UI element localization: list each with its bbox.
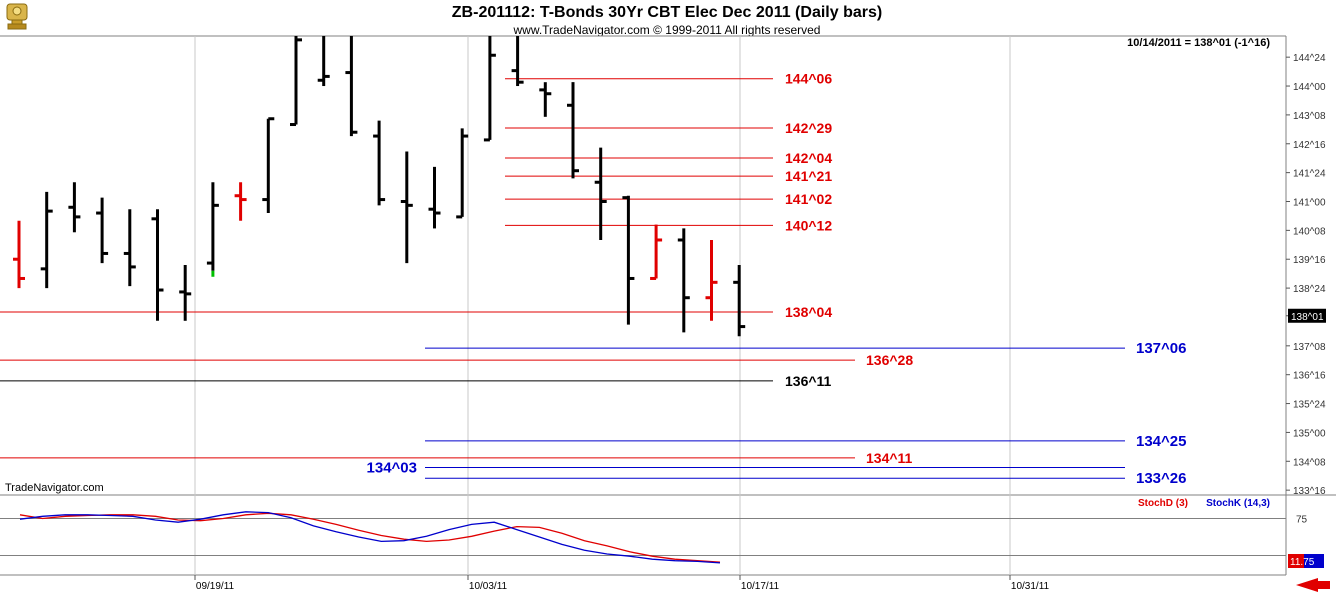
date-tick-label: 10/03/11 — [469, 581, 508, 592]
ohlc-bar — [373, 120, 386, 206]
price-bars — [13, 36, 746, 337]
current-price-box — [1288, 308, 1326, 323]
stoch-legend-label: StochK (14,3) — [1206, 498, 1270, 509]
date-tick-label: 10/31/11 — [1011, 581, 1050, 592]
price-tick-label: 137^08 — [1293, 342, 1326, 353]
scroll-right-arrow[interactable] — [1292, 577, 1332, 593]
price-tick-label: 143^08 — [1293, 111, 1326, 122]
ohlc-bar — [123, 209, 136, 287]
ohlc-bar — [400, 151, 413, 264]
price-tick-label: 136^16 — [1293, 371, 1326, 382]
last-quote: 10/14/2011 = 138^01 (-1^16) — [1127, 37, 1270, 49]
ohlc-bar — [206, 182, 219, 271]
ohlc-bar — [733, 265, 746, 337]
ohlc-bar — [317, 36, 330, 87]
level-label: 138^04 — [785, 304, 832, 320]
price-tick-label: 139^16 — [1293, 255, 1326, 266]
ohlc-bar — [705, 239, 718, 321]
chart-title: ZB-201112: T-Bonds 30Yr CBT Elec Dec 201… — [452, 4, 882, 21]
ohlc-bar — [539, 82, 552, 117]
ohlc-bar — [68, 182, 81, 233]
price-tick-label: 141^00 — [1293, 197, 1326, 208]
ohlc-bar — [151, 209, 164, 321]
ohlc-bar — [262, 117, 275, 214]
current-price-label: 138^01 — [1291, 312, 1324, 323]
price-tick-label: 138^24 — [1293, 284, 1326, 295]
ohlc-bar — [594, 147, 607, 240]
price-tick-label: 133^16 — [1293, 486, 1326, 497]
stoch-current-label: 11.75 — [1290, 557, 1315, 568]
ohlc-bar — [96, 197, 109, 264]
stoch-line — [19, 512, 721, 563]
price-axis: 144^24 144^00 143^08 142^16 141^24 141^00 140^… — [1286, 53, 1326, 497]
trophy-icon — [6, 3, 28, 30]
ohlc-bar — [650, 224, 663, 280]
ohlc-bar — [40, 191, 53, 289]
stoch-value-box — [1288, 554, 1304, 568]
ohlc-bar — [13, 220, 25, 289]
level-label: 134^11 — [866, 450, 913, 466]
level-label: 137^06 — [1136, 340, 1186, 357]
stochastic-panel: 75 StochD (3) StochK (14,3) 11.75 — [0, 498, 1324, 568]
level-label: 136^28 — [866, 352, 913, 368]
level-label: 141^21 — [785, 168, 832, 184]
stoch-line — [19, 511, 721, 564]
ohlc-bar — [622, 195, 635, 325]
price-tick-label: 144^00 — [1293, 82, 1326, 93]
ohlc-bar — [483, 36, 496, 142]
ohlc-bar — [290, 36, 302, 127]
level-label: 136^11 — [785, 373, 832, 389]
level-label: 142^29 — [785, 120, 832, 136]
price-tick-label: 144^24 — [1293, 53, 1326, 64]
ohlc-bar — [179, 265, 192, 321]
price-tick-label: 134^08 — [1293, 457, 1326, 468]
price-tick-label: 135^24 — [1293, 400, 1326, 411]
level-label: 134^03 — [367, 459, 417, 476]
price-tick-label: 142^16 — [1293, 140, 1326, 151]
price-tick-label: 135^00 — [1293, 428, 1326, 439]
ohlc-bar — [456, 128, 469, 219]
watermark: TradeNavigator.com — [5, 482, 104, 494]
stoch-tick-label: 75 — [1296, 515, 1308, 526]
level-lines: 144^06 142^29 142^04 141^21 141^02 140^12 138^… — [0, 71, 1186, 487]
ohlc-bar — [234, 182, 247, 221]
level-label: 140^12 — [785, 217, 832, 233]
level-label: 141^02 — [785, 191, 832, 207]
level-label: 133^26 — [1136, 470, 1186, 487]
ohlc-bar — [345, 36, 358, 137]
ohlc-bar — [428, 166, 441, 229]
price-tick-label: 141^24 — [1293, 169, 1326, 180]
date-axis: 09/19/11 10/03/11 10/17/11 10/31/11 — [194, 575, 1050, 592]
price-tick-label: 140^08 — [1293, 226, 1326, 237]
date-tick-label: 10/17/11 — [741, 581, 780, 592]
date-tick-label: 09/19/11 — [196, 581, 235, 592]
ohlc-bar — [511, 36, 524, 87]
stoch-legend-label: StochD (3) — [1138, 498, 1188, 509]
level-label: 134^25 — [1136, 433, 1186, 450]
copyright-text: www.TradeNavigator.com © 1999-2011 All r… — [513, 23, 821, 37]
level-label: 142^04 — [785, 150, 832, 166]
level-label: 144^06 — [785, 71, 832, 87]
ohlc-bar — [567, 82, 579, 179]
ohlc-bar — [677, 228, 690, 333]
stoch-value-box — [1304, 554, 1324, 568]
